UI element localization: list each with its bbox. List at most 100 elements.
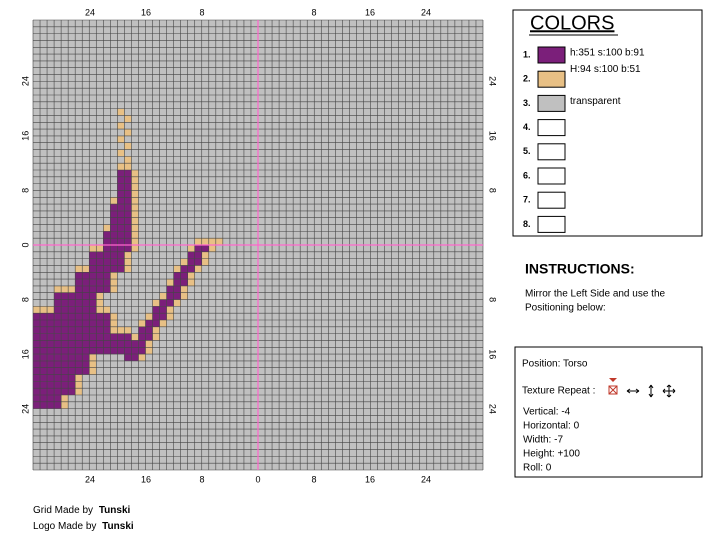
tan-pixel xyxy=(152,299,160,307)
purple-pixel xyxy=(33,381,41,389)
color-swatch xyxy=(537,70,566,88)
tan-pixel xyxy=(201,258,209,266)
purple-pixel xyxy=(145,333,153,341)
purple-pixel xyxy=(96,313,104,320)
top-label: 16 xyxy=(141,7,151,17)
color-number: 8. xyxy=(523,219,531,229)
purple-pixel xyxy=(47,333,55,341)
top-label: 8 xyxy=(199,7,204,17)
color-text: transparent xyxy=(570,96,621,107)
purple-pixel xyxy=(75,367,83,375)
bottom-label: 8 xyxy=(199,474,204,484)
purple-pixel xyxy=(124,217,132,225)
purple-pixel xyxy=(61,326,69,334)
purple-pixel xyxy=(47,374,55,382)
bottom-label: 16 xyxy=(365,474,375,484)
purple-pixel xyxy=(103,272,111,280)
purple-pixel xyxy=(75,313,83,320)
tan-pixel xyxy=(124,326,132,334)
credit-name: Tunski xyxy=(102,521,134,532)
purple-pixel xyxy=(61,374,69,382)
tan-pixel xyxy=(89,354,97,361)
color-number: 2. xyxy=(523,74,531,84)
right-label: 24 xyxy=(488,76,498,86)
purple-pixel xyxy=(110,238,118,245)
purple-pixel xyxy=(33,313,41,320)
purple-pixel xyxy=(103,320,111,327)
purple-pixel xyxy=(40,367,48,375)
purple-pixel xyxy=(145,326,153,334)
purple-pixel xyxy=(103,340,111,348)
tan-pixel xyxy=(180,292,188,300)
colors-title: COLORS xyxy=(530,12,614,34)
tan-pixel xyxy=(131,197,139,205)
tan-pixel xyxy=(96,306,104,314)
purple-pixel xyxy=(89,326,97,334)
purple-pixel xyxy=(40,347,48,355)
purple-pixel xyxy=(103,258,111,266)
top-label: 8 xyxy=(311,7,316,17)
purple-pixel xyxy=(68,347,76,355)
credit: Grid Made by Tunski xyxy=(33,505,131,516)
tan-pixel xyxy=(180,285,188,293)
purple-pixel xyxy=(75,279,83,286)
purple-pixel xyxy=(54,340,62,348)
purple-pixel xyxy=(124,340,132,348)
top-label: 16 xyxy=(365,7,375,17)
left-label: 16 xyxy=(20,131,30,141)
purple-pixel xyxy=(82,306,90,314)
tan-pixel xyxy=(131,217,139,225)
left-label: 8 xyxy=(20,297,30,302)
color-text: H:94 s:100 b:51 xyxy=(570,64,641,75)
tan-pixel xyxy=(145,313,153,320)
purple-pixel xyxy=(110,258,118,266)
purple-pixel xyxy=(117,197,125,205)
tan-pixel xyxy=(117,135,125,143)
purple-pixel xyxy=(54,401,62,409)
purple-pixel xyxy=(68,306,76,314)
purple-pixel xyxy=(96,333,104,341)
purple-pixel xyxy=(110,265,118,273)
purple-pixel xyxy=(89,292,97,300)
purple-pixel xyxy=(194,245,202,252)
right-label: 8 xyxy=(488,297,498,302)
tan-pixel xyxy=(75,265,83,273)
purple-pixel xyxy=(75,272,83,280)
tan-pixel xyxy=(96,245,104,252)
purple-pixel xyxy=(110,333,118,341)
bottom-label: 24 xyxy=(421,474,431,484)
purple-pixel xyxy=(40,381,48,389)
purple-pixel xyxy=(145,320,153,327)
purple-pixel xyxy=(40,340,48,348)
top-label: 24 xyxy=(421,7,431,17)
purple-pixel xyxy=(75,285,83,293)
credit: Logo Made by Tunski xyxy=(33,521,134,532)
tan-pixel xyxy=(124,156,132,164)
tan-pixel xyxy=(131,190,139,198)
purple-pixel xyxy=(89,285,97,293)
purple-pixel xyxy=(124,333,132,341)
purple-pixel xyxy=(82,340,90,348)
color-number: 1. xyxy=(523,49,531,59)
purple-pixel xyxy=(40,360,48,368)
purple-pixel xyxy=(68,367,76,375)
purple-pixel xyxy=(68,320,76,327)
purple-pixel xyxy=(68,374,76,382)
purple-pixel xyxy=(61,388,69,395)
purple-pixel xyxy=(47,367,55,375)
purple-pixel xyxy=(33,388,41,395)
purple-pixel xyxy=(82,333,90,341)
tan-pixel xyxy=(152,333,160,341)
purple-pixel xyxy=(82,367,90,375)
tan-pixel xyxy=(89,367,97,375)
purple-pixel xyxy=(194,251,202,259)
purple-pixel xyxy=(61,340,69,348)
purple-pixel xyxy=(33,320,41,327)
purple-pixel xyxy=(75,354,83,361)
purple-pixel xyxy=(117,217,125,225)
purple-pixel xyxy=(68,326,76,334)
tan-pixel xyxy=(124,258,132,266)
purple-pixel xyxy=(61,354,69,361)
purple-pixel xyxy=(166,299,174,307)
purple-pixel xyxy=(117,265,125,273)
